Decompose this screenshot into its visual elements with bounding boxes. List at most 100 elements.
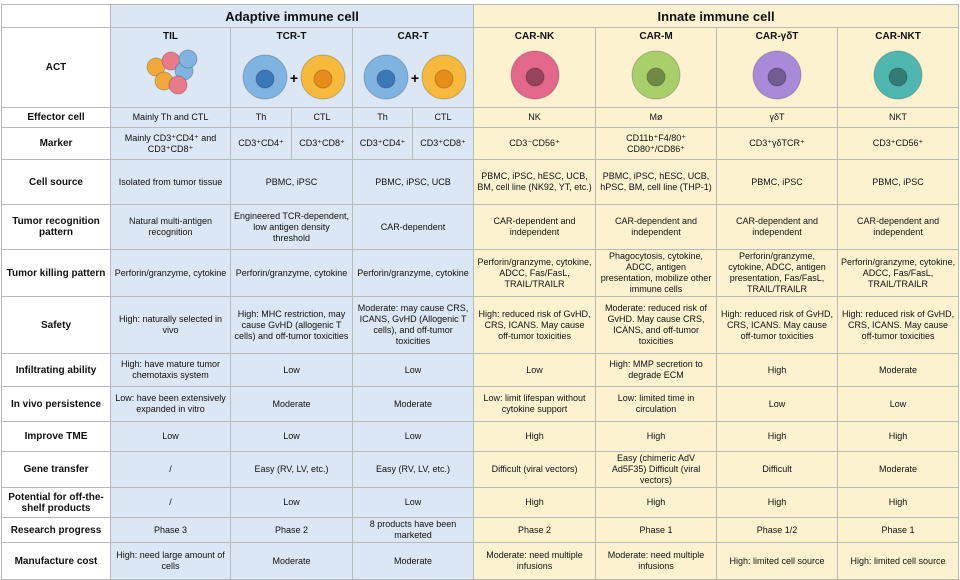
table-cell: Low bbox=[351, 421, 475, 452]
table-row: In vivo persistence Low: have been extens… bbox=[1, 386, 960, 422]
table-cell: CTL bbox=[411, 107, 475, 128]
table-cell: High bbox=[837, 421, 960, 452]
table-cell: High: MHC restriction, may cause GvHD (a… bbox=[230, 296, 353, 354]
row-label: Safety bbox=[1, 296, 111, 354]
column-name: TCR-T bbox=[276, 31, 307, 42]
row-label: Manufacture cost bbox=[1, 542, 111, 580]
table-cell: Mainly CD3⁺CD4⁺ and CD3⁺CD8⁺ bbox=[110, 127, 231, 160]
table-cell: PBMC, iPSC, hESC, UCB, BM, cell line (NK… bbox=[473, 159, 597, 205]
table-cell: Low bbox=[230, 487, 353, 518]
table-cell: Low bbox=[230, 353, 353, 387]
table-cell: Th bbox=[230, 107, 292, 128]
table-cell: CD3⁺CD4⁺ bbox=[352, 127, 413, 160]
table-cell: Moderate bbox=[837, 451, 960, 488]
table-cell: CD3⁺CD8⁺ bbox=[291, 127, 353, 160]
column-header: CAR-γδT bbox=[716, 27, 839, 108]
table-cell: Moderate bbox=[230, 386, 353, 422]
table-cell: High bbox=[595, 487, 718, 518]
table-cell: High: limited cell source bbox=[837, 542, 960, 580]
table-cell: NKT bbox=[837, 107, 960, 128]
table-cell: Moderate: may cause CRS, ICANS, GvHD (Al… bbox=[351, 296, 475, 354]
table-cell: 8 products have been marketed bbox=[351, 517, 475, 543]
table-cell: Phase 1 bbox=[837, 517, 960, 543]
column-header: CAR-NKT bbox=[837, 27, 960, 108]
row-label: Improve TME bbox=[1, 421, 111, 452]
table-cell: Phase 2 bbox=[230, 517, 353, 543]
table-cell: Low bbox=[230, 421, 353, 452]
cell-icon: + bbox=[242, 54, 345, 100]
table-cell: Moderate: need multiple infusions bbox=[595, 542, 718, 580]
table-cell: Moderate bbox=[351, 542, 475, 580]
column-header: TIL bbox=[110, 27, 231, 108]
table-row: Tumor killing pattern Perforin/granzyme, … bbox=[1, 249, 960, 297]
cell-icon bbox=[873, 50, 923, 100]
table-cell: Perforin/granzyme, cytokine bbox=[351, 249, 475, 297]
table-cell: Phase 2 bbox=[473, 517, 597, 543]
row-label: Marker bbox=[1, 127, 111, 160]
cell-icon bbox=[631, 50, 681, 100]
table-cell: High: MMP secretion to degrade ECM bbox=[595, 353, 718, 387]
table-cell: Low bbox=[110, 421, 231, 452]
table-cell: Phase 3 bbox=[110, 517, 231, 543]
comparison-table: Adaptive immune cell Innate immune cell AC… bbox=[1, 4, 960, 580]
table-cell: Low bbox=[351, 353, 475, 387]
column-name: TIL bbox=[163, 31, 178, 42]
table-cell: Phase 1/2 bbox=[716, 517, 839, 543]
table-cell: Phagocytosis, cytokine, ADCC, antigen pr… bbox=[595, 249, 718, 297]
table-cell: Easy (RV, LV, etc.) bbox=[351, 451, 475, 488]
column-header: TCR-T + bbox=[230, 27, 353, 108]
table-cell: Perforin/granzyme, cytokine bbox=[110, 249, 231, 297]
table-cell: CAR-dependent bbox=[351, 204, 475, 250]
blank-cell bbox=[1, 4, 111, 28]
table-cell: CD3⁺CD56⁺ bbox=[837, 127, 960, 160]
table-cell: Moderate: need multiple infusions bbox=[473, 542, 597, 580]
table-cell: Easy (RV, LV, etc.) bbox=[230, 451, 353, 488]
table-cell: Low bbox=[473, 353, 597, 387]
table-cell: High bbox=[473, 421, 597, 452]
table-cell: PBMC, iPSC, UCB bbox=[351, 159, 475, 205]
column-header: CAR-M bbox=[595, 27, 718, 108]
table-cell: High bbox=[473, 487, 597, 518]
table-cell: CTL bbox=[291, 107, 353, 128]
table-cell: Low: have been extensively expanded in v… bbox=[110, 386, 231, 422]
table-cell: Low bbox=[837, 386, 960, 422]
cell-icon bbox=[752, 50, 802, 100]
column-name: CAR-T bbox=[397, 31, 429, 42]
table-cell: Difficult (viral vectors) bbox=[473, 451, 597, 488]
table-cell: CAR-dependent and independent bbox=[473, 204, 597, 250]
row-label: In vivo persistence bbox=[1, 386, 111, 422]
table-row: Effector cell Mainly Th and CTL Th CTL Th CTL… bbox=[1, 107, 960, 128]
table-row: Cell source Isolated from tumor tissue PBM… bbox=[1, 159, 960, 205]
column-name: CAR-γδT bbox=[755, 31, 799, 42]
table-cell: Mainly Th and CTL bbox=[110, 107, 231, 128]
table-cell: PBMC, iPSC bbox=[230, 159, 353, 205]
table-cell: Mø bbox=[595, 107, 718, 128]
column-header: CAR-T + bbox=[351, 27, 475, 108]
column-header: CAR-NK bbox=[473, 27, 597, 108]
table-cell: Moderate: reduced risk of GvHD. May caus… bbox=[595, 296, 718, 354]
group-row: Adaptive immune cell Innate immune cell bbox=[1, 4, 960, 28]
table-cell: High: reduced risk of GvHD, CRS, ICANS. … bbox=[837, 296, 960, 354]
table-row: Improve TME Low Low Low High High High High bbox=[1, 421, 960, 452]
table-cell: Low bbox=[716, 386, 839, 422]
table: Adaptive immune cell Innate immune cell AC… bbox=[1, 4, 960, 580]
cell-icon bbox=[510, 50, 560, 100]
table-cell: Perforin/granzyme, cytokine, ADCC, Fas/F… bbox=[837, 249, 960, 297]
table-cell: Th bbox=[352, 107, 413, 128]
header-row: ACT TIL TCR-T + CAR-T + CAR-NK CAR-M CAR-γδT CAR-… bbox=[1, 27, 960, 108]
table-row: Safety High: naturally selected in vivo Hi… bbox=[1, 296, 960, 354]
table-row: Potential for off-the-shelf products / Low… bbox=[1, 487, 960, 518]
table-cell: High bbox=[837, 487, 960, 518]
table-cell: High bbox=[716, 421, 839, 452]
row-label: Gene transfer bbox=[1, 451, 111, 488]
table-cell: CD3⁺γδTCR⁺ bbox=[716, 127, 839, 160]
table-cell: Low: limit lifespan without cytokine sup… bbox=[473, 386, 597, 422]
column-name: CAR-NK bbox=[514, 31, 555, 42]
table-cell: PBMC, iPSC, hESC, UCB, hPSC, BM, cell li… bbox=[595, 159, 718, 205]
row-label: ACT bbox=[1, 27, 111, 108]
svg-text:+: + bbox=[289, 70, 297, 86]
svg-text:+: + bbox=[411, 70, 419, 86]
table-row: Marker Mainly CD3⁺CD4⁺ and CD3⁺CD8⁺ CD3⁺CD… bbox=[1, 127, 960, 160]
table-cell: γδT bbox=[716, 107, 839, 128]
